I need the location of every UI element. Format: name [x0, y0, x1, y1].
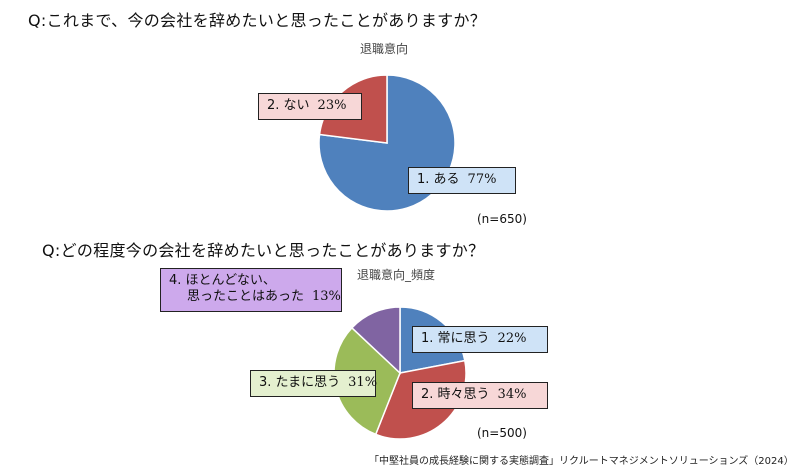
pie2-label-sometimes: 2. 時々思う 34%: [412, 382, 548, 409]
pie1-label-no-value: 23%: [317, 98, 347, 113]
pie2-label-sometimes-text: 2. 時々思う: [421, 387, 490, 402]
pie1-label-yes-text: 1. ある: [417, 172, 460, 187]
pie2-label-occasionally-value: 31%: [348, 375, 378, 390]
question-2: Q:どの程度今の会社を辞めたいと思ったことがありますか？: [42, 241, 485, 260]
pie1-label-yes: 1. ある 77%: [408, 167, 516, 194]
pie2-slice-4: [350, 306, 401, 375]
pie2-label-rarely-line1: 4. ほとんどない、: [169, 273, 276, 288]
pie2-label-sometimes-value: 34%: [497, 387, 527, 402]
pie2-label-always: 1. 常に思う 22%: [412, 326, 548, 353]
pie2-label-rarely-value: 13%: [312, 289, 341, 304]
pie2-label-always-value: 22%: [497, 331, 527, 346]
pie1-label-no-text: 2. ない: [267, 98, 310, 113]
pie2-label-occasionally-text: 3. たまに思う: [259, 375, 341, 390]
pie2-label-always-text: 1. 常に思う: [421, 331, 490, 346]
pie2-label-rarely-line2: 思ったことはあった: [187, 289, 305, 304]
pie2-label-occasionally: 3. たまに思う 31%: [250, 370, 378, 397]
pie1-label-no: 2. ない 23%: [258, 93, 362, 120]
chart-1-title: 退職意向: [360, 42, 409, 56]
pie1-label-yes-value: 77%: [467, 172, 497, 187]
chart-1-n: (n=650): [477, 212, 527, 226]
question-1: Q:これまで、今の会社を辞めたいと思ったことがありますか？: [28, 11, 487, 30]
chart-2-n: (n=500): [477, 426, 527, 440]
pie2-label-rarely: 4. ほとんどない、 思ったことはあった 13%: [160, 268, 342, 312]
chart-2-title: 退職意向_頻度: [357, 268, 436, 282]
source-note: 「中堅社員の成長経験に関する実態調査」リクルートマネジメントソリューションズ（2…: [369, 456, 790, 467]
